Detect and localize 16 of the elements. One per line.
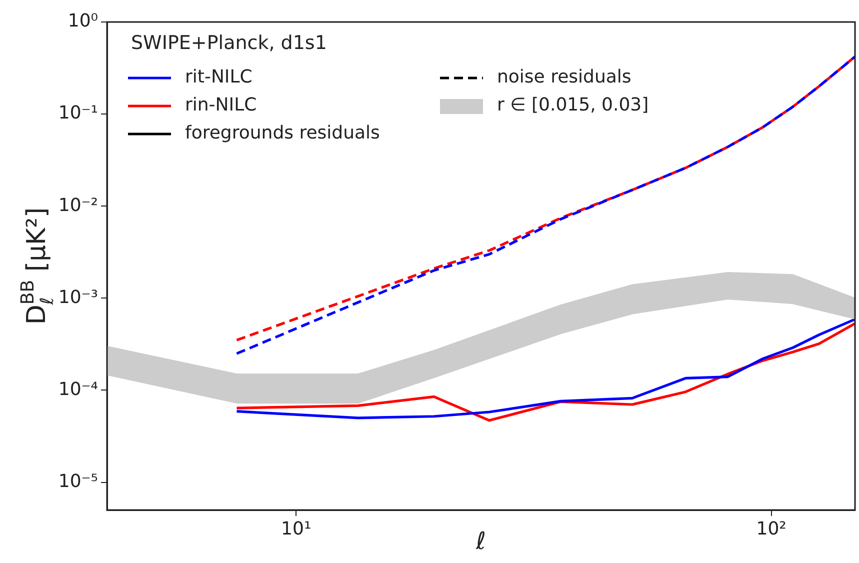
y-tick-label: 10⁻⁵ — [58, 470, 98, 492]
y-tick-label: 10⁻⁴ — [58, 378, 98, 400]
y-tick-label: 10⁰ — [68, 10, 98, 32]
y-axis-title: DℓBB [μK²] — [17, 207, 58, 325]
x-axis-title: ℓ — [475, 527, 486, 555]
x-tick-label: 10¹ — [281, 518, 312, 540]
annotation: foregrounds residuals — [185, 122, 380, 144]
x-tick-label: 10² — [756, 518, 786, 540]
legend-label: rin-NILC — [185, 94, 257, 116]
legend-label: rit-NILC — [185, 66, 252, 88]
legend-label: r ∈ [0.015, 0.03] — [497, 94, 649, 116]
legend-title: SWIPE+Planck, d1s1 — [131, 32, 327, 54]
y-tick-label: 10⁻¹ — [58, 102, 98, 124]
annotation: noise residuals — [497, 66, 632, 88]
y-tick-label: 10⁻² — [58, 194, 98, 216]
y-tick-label: 10⁻³ — [58, 286, 98, 308]
